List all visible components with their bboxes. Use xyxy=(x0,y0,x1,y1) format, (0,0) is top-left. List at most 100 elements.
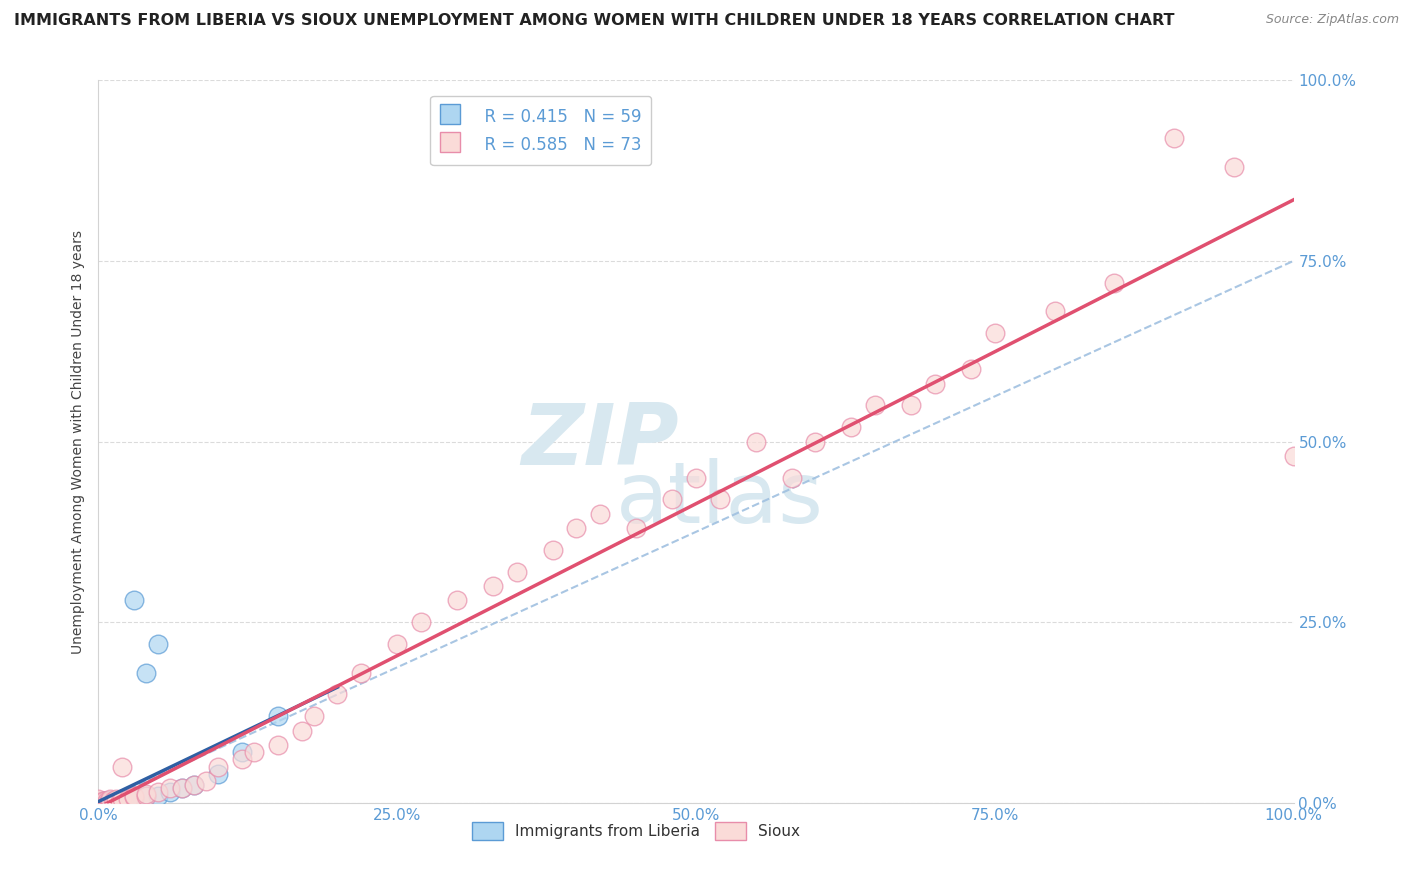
Point xyxy=(97,796,120,810)
Point xyxy=(98,796,122,810)
Point xyxy=(135,789,157,803)
Text: IMMIGRANTS FROM LIBERIA VS SIOUX UNEMPLOYMENT AMONG WOMEN WITH CHILDREN UNDER 18: IMMIGRANTS FROM LIBERIA VS SIOUX UNEMPLO… xyxy=(14,13,1174,29)
Point xyxy=(87,796,110,810)
Point xyxy=(111,792,134,806)
Point xyxy=(101,794,124,808)
Point xyxy=(111,792,134,806)
Point xyxy=(105,796,128,810)
Text: Source: ZipAtlas.com: Source: ZipAtlas.com xyxy=(1265,13,1399,27)
Point xyxy=(98,794,122,808)
Point xyxy=(159,781,181,796)
Point xyxy=(541,542,564,557)
Point xyxy=(1163,131,1185,145)
Point xyxy=(172,781,194,796)
Point xyxy=(105,794,128,808)
Point xyxy=(114,792,136,806)
Y-axis label: Unemployment Among Women with Children Under 18 years: Unemployment Among Women with Children U… xyxy=(70,229,84,654)
Point xyxy=(98,794,121,808)
Point xyxy=(745,434,768,449)
Point xyxy=(111,760,134,774)
Point xyxy=(96,796,118,810)
Point xyxy=(94,796,117,810)
Point xyxy=(87,796,110,810)
Point xyxy=(96,794,118,808)
Point xyxy=(90,796,112,810)
Point xyxy=(87,796,110,810)
Point xyxy=(87,796,110,810)
Point xyxy=(98,796,121,810)
Point xyxy=(780,470,803,484)
Point xyxy=(108,794,131,808)
Point xyxy=(267,709,290,723)
Point xyxy=(91,796,114,810)
Point xyxy=(98,796,122,810)
Point xyxy=(87,796,110,810)
Point xyxy=(93,794,115,808)
Point xyxy=(626,521,648,535)
Point xyxy=(93,796,115,810)
Point xyxy=(124,790,146,805)
Point xyxy=(91,796,114,810)
Point xyxy=(172,781,194,796)
Point xyxy=(91,796,114,810)
Point xyxy=(98,794,122,808)
Point xyxy=(326,687,349,701)
Point xyxy=(124,792,146,806)
Point xyxy=(87,794,110,808)
Point xyxy=(96,794,118,808)
Point xyxy=(960,362,983,376)
Point xyxy=(565,521,588,535)
Point xyxy=(107,794,129,808)
Point xyxy=(231,745,253,759)
Point xyxy=(87,796,110,810)
Point xyxy=(385,637,409,651)
Point xyxy=(267,738,290,752)
Point xyxy=(91,796,114,810)
Point xyxy=(243,745,266,759)
Point xyxy=(159,785,181,799)
Point xyxy=(900,398,922,412)
Point xyxy=(87,792,110,806)
Point xyxy=(105,794,128,808)
Point xyxy=(1282,449,1305,463)
Point xyxy=(91,794,114,808)
Point xyxy=(93,794,115,808)
Point xyxy=(124,789,146,803)
Point xyxy=(103,794,125,808)
Point xyxy=(117,792,139,806)
Point xyxy=(135,665,157,680)
Point xyxy=(589,507,612,521)
Point xyxy=(87,796,110,810)
Point xyxy=(195,774,218,789)
Point xyxy=(148,785,170,799)
Point xyxy=(91,796,114,810)
Point xyxy=(101,796,124,810)
Point xyxy=(841,420,863,434)
Point xyxy=(87,794,110,808)
Text: atlas: atlas xyxy=(616,458,824,541)
Point xyxy=(1223,160,1246,174)
Point xyxy=(350,665,373,680)
Point xyxy=(105,792,128,806)
Point xyxy=(87,796,110,810)
Point xyxy=(446,593,468,607)
Point xyxy=(183,778,205,792)
Point xyxy=(105,794,128,808)
Point xyxy=(135,789,157,803)
Point xyxy=(804,434,827,449)
Point xyxy=(98,796,122,810)
Point xyxy=(661,492,683,507)
Point xyxy=(90,796,112,810)
Point xyxy=(231,752,253,766)
Point xyxy=(1104,276,1126,290)
Point xyxy=(93,796,115,810)
Point xyxy=(506,565,529,579)
Point xyxy=(865,398,887,412)
Point xyxy=(481,579,505,593)
Point xyxy=(87,796,110,810)
Point xyxy=(108,794,131,808)
Point xyxy=(207,760,229,774)
Point xyxy=(103,794,125,808)
Point xyxy=(87,796,110,810)
Point xyxy=(98,794,121,808)
